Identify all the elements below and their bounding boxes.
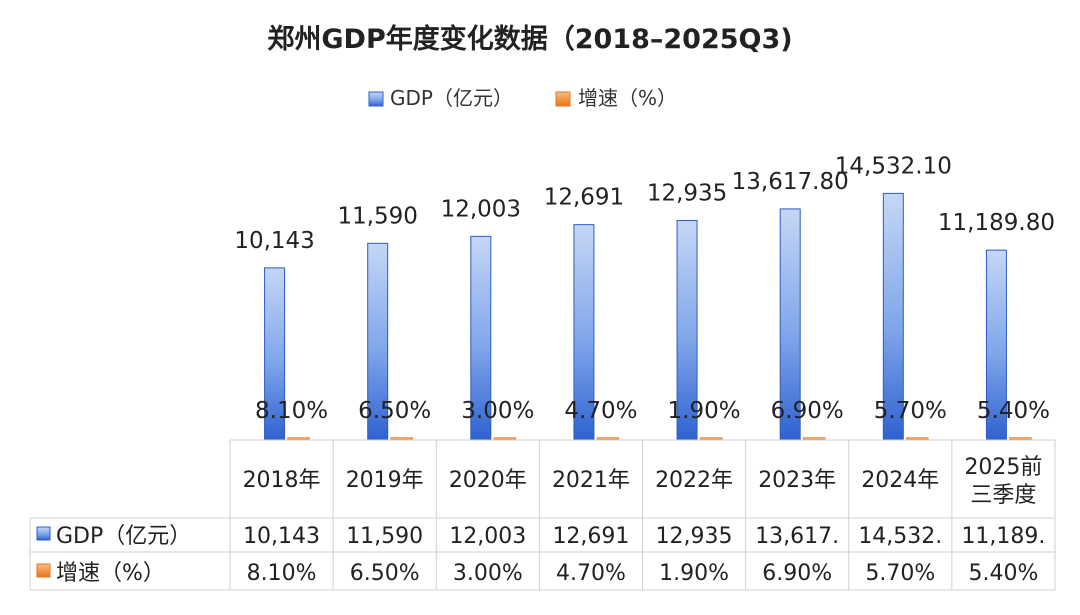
category-label-1: 2019年: [346, 468, 424, 493]
table-cell-rate-7: 5.40%: [968, 561, 1038, 586]
legend-label-gdp: GDP（亿元）: [390, 86, 513, 110]
table-cell-gdp-5: 13,617.: [755, 524, 839, 549]
table-cell-rate-4: 1.90%: [659, 561, 729, 586]
table-cell-rate-2: 3.00%: [453, 561, 523, 586]
category-label-5: 2023年: [758, 468, 836, 493]
table-cell-rate-1: 6.50%: [350, 561, 420, 586]
table-cell-gdp-0: 10,143: [243, 524, 320, 549]
data-label-rate-1: 6.50%: [358, 398, 431, 424]
data-label-rate-5: 6.90%: [771, 398, 844, 424]
data-label-rate-0: 8.10%: [255, 398, 328, 424]
data-label-rate-3: 4.70%: [564, 398, 637, 424]
table-swatch-rate: [36, 563, 51, 578]
table-cell-gdp-6: 14,532.: [858, 524, 942, 549]
data-label-gdp-1: 11,590: [337, 203, 417, 229]
chart-title: 郑州GDP年度变化数据（2018–2025Q3): [267, 23, 792, 55]
data-table: 2018年 2019年 2020年 2021年 2022年 2023年 2024年 2025前…: [29, 439, 1056, 591]
category-label-0: 2018年: [243, 468, 321, 493]
table-cell-gdp-4: 12,935: [656, 524, 733, 549]
data-label-rate-7: 5.40%: [977, 398, 1050, 424]
table-swatch-gdp: [36, 526, 51, 541]
table-cell-rate-6: 5.70%: [865, 561, 935, 586]
table-cell-gdp-7: 11,189.: [961, 524, 1045, 549]
table-row-label-gdp: GDP（亿元）: [56, 524, 191, 549]
plot-area: 10,143 8.10% 11,590 6.50% 12,003 3.00% 12,691 4…: [234, 153, 1055, 441]
data-label-gdp-3: 12,691: [544, 185, 624, 211]
data-label-gdp-6: 14,532.10: [835, 153, 952, 179]
data-label-rate-2: 3.00%: [461, 398, 534, 424]
category-label-7: 2025前三季度: [964, 455, 1042, 508]
data-label-gdp-0: 10,143: [234, 228, 314, 254]
table-row-label-rate: 增速（%）: [56, 561, 165, 586]
table-cell-rate-5: 6.90%: [762, 561, 832, 586]
data-label-gdp-5: 13,617.80: [732, 169, 849, 195]
legend-label-rate: 增速（%）: [578, 86, 677, 110]
table-cell-gdp-2: 12,003: [449, 524, 526, 549]
data-label-gdp-7: 11,189.80: [938, 210, 1055, 236]
category-label-6: 2024年: [861, 468, 939, 493]
category-label-2: 2020年: [449, 468, 527, 493]
legend: GDP（亿元） 增速（%）: [368, 86, 677, 110]
table-cell-rate-3: 4.70%: [556, 561, 626, 586]
data-label-gdp-2: 12,003: [441, 196, 521, 222]
data-label-gdp-4: 12,935: [647, 180, 727, 206]
data-label-rate-6: 5.70%: [874, 398, 947, 424]
legend-swatch-gdp: [368, 91, 384, 107]
table-cell-rate-0: 8.10%: [247, 561, 317, 586]
table-cell-gdp-3: 12,691: [552, 524, 629, 549]
table-cell-gdp-1: 11,590: [346, 524, 423, 549]
category-label-3: 2021年: [552, 468, 630, 493]
legend-swatch-rate: [555, 91, 571, 107]
data-label-rate-4: 1.90%: [668, 398, 741, 424]
category-label-4: 2022年: [655, 468, 733, 493]
